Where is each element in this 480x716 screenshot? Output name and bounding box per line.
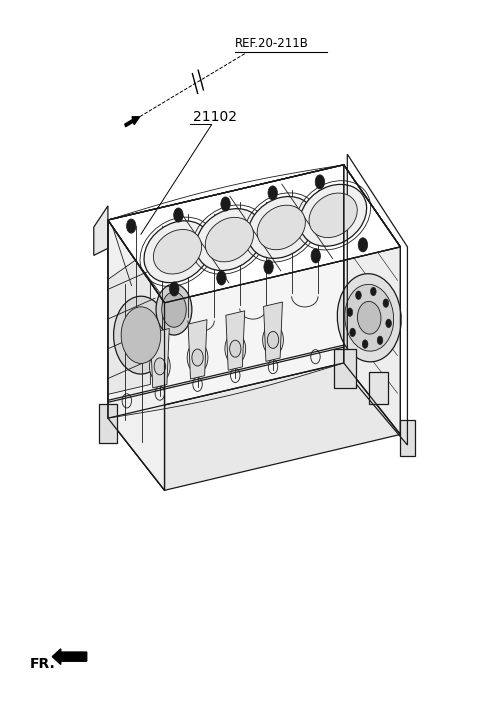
Circle shape bbox=[174, 208, 183, 222]
Polygon shape bbox=[108, 250, 150, 395]
Polygon shape bbox=[188, 319, 207, 379]
Ellipse shape bbox=[196, 208, 263, 271]
Polygon shape bbox=[226, 311, 245, 370]
Circle shape bbox=[311, 248, 321, 263]
Circle shape bbox=[347, 308, 353, 316]
FancyArrow shape bbox=[52, 649, 87, 664]
Polygon shape bbox=[400, 420, 415, 455]
Polygon shape bbox=[369, 372, 388, 405]
Ellipse shape bbox=[205, 218, 253, 262]
Polygon shape bbox=[108, 165, 400, 303]
Ellipse shape bbox=[358, 301, 381, 334]
Circle shape bbox=[221, 197, 230, 211]
Ellipse shape bbox=[345, 284, 394, 351]
Circle shape bbox=[383, 299, 389, 307]
Circle shape bbox=[358, 238, 368, 252]
Circle shape bbox=[371, 287, 376, 296]
Text: FR.: FR. bbox=[30, 657, 56, 671]
Circle shape bbox=[315, 175, 324, 189]
Circle shape bbox=[268, 186, 277, 200]
Ellipse shape bbox=[121, 307, 161, 364]
Circle shape bbox=[377, 336, 383, 344]
Circle shape bbox=[356, 291, 361, 299]
Polygon shape bbox=[264, 302, 282, 362]
Circle shape bbox=[192, 349, 203, 366]
Circle shape bbox=[216, 271, 226, 285]
Polygon shape bbox=[108, 363, 400, 490]
Circle shape bbox=[187, 342, 208, 373]
Polygon shape bbox=[150, 329, 169, 388]
Circle shape bbox=[350, 328, 356, 337]
Circle shape bbox=[154, 358, 166, 375]
Circle shape bbox=[267, 332, 279, 349]
Polygon shape bbox=[108, 165, 344, 418]
Polygon shape bbox=[98, 404, 118, 443]
Circle shape bbox=[127, 219, 136, 233]
Ellipse shape bbox=[248, 196, 315, 258]
Circle shape bbox=[263, 324, 283, 355]
Ellipse shape bbox=[337, 274, 401, 362]
Ellipse shape bbox=[300, 185, 367, 246]
Ellipse shape bbox=[144, 221, 211, 283]
Polygon shape bbox=[94, 206, 108, 256]
Polygon shape bbox=[108, 220, 165, 490]
FancyArrow shape bbox=[125, 117, 140, 127]
Ellipse shape bbox=[309, 193, 357, 238]
Text: 21102: 21102 bbox=[193, 110, 237, 125]
Ellipse shape bbox=[154, 229, 202, 274]
Text: REF.20-211B: REF.20-211B bbox=[235, 37, 309, 50]
Ellipse shape bbox=[156, 284, 192, 335]
Circle shape bbox=[264, 260, 273, 274]
Circle shape bbox=[225, 333, 246, 364]
Circle shape bbox=[386, 319, 392, 328]
Circle shape bbox=[169, 282, 179, 296]
Ellipse shape bbox=[114, 296, 168, 374]
Circle shape bbox=[362, 340, 368, 348]
Circle shape bbox=[149, 351, 170, 382]
Ellipse shape bbox=[162, 292, 186, 327]
Circle shape bbox=[229, 340, 241, 357]
Polygon shape bbox=[335, 349, 356, 388]
Polygon shape bbox=[344, 165, 400, 435]
Ellipse shape bbox=[257, 205, 305, 250]
